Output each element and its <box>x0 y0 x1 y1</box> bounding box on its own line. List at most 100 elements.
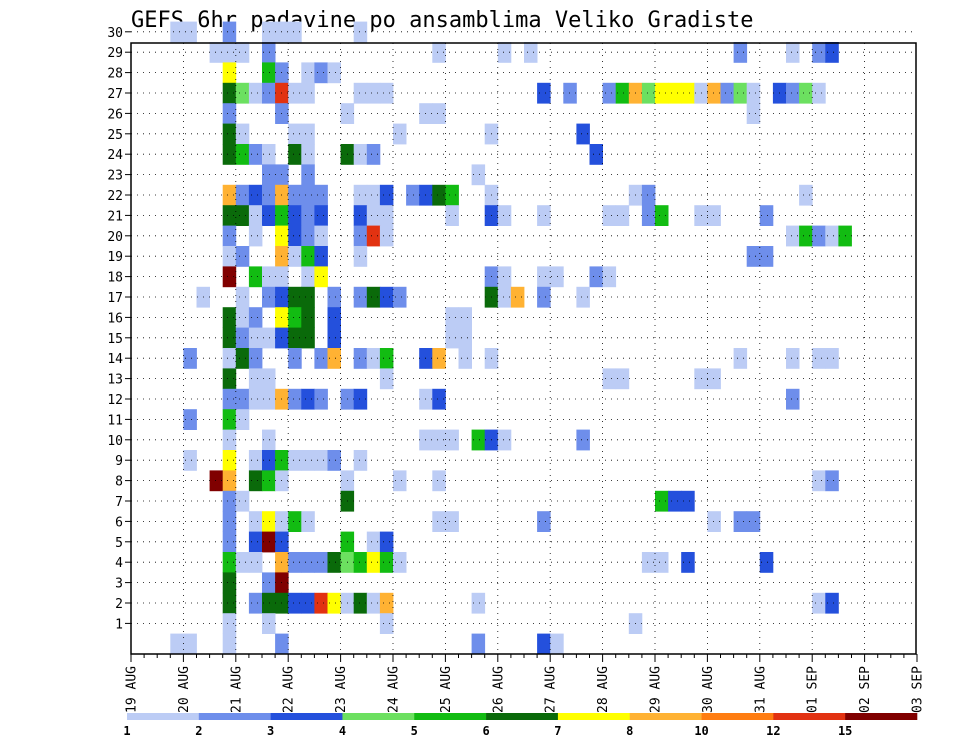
heatmap-cell <box>248 82 263 104</box>
y-tick-label: 24 <box>107 148 123 163</box>
heatmap-cell <box>262 286 276 308</box>
colorbar-segment <box>127 713 200 720</box>
heatmap-cell <box>222 144 237 165</box>
heatmap-cell <box>707 205 721 226</box>
colorbar-segment <box>629 713 702 720</box>
heatmap-cell <box>812 225 826 247</box>
y-tick-label: 29 <box>107 46 123 61</box>
heatmap-cell <box>248 307 263 328</box>
colorbar-segment <box>270 713 343 720</box>
heatmap-cell <box>301 164 315 186</box>
heatmap-cell <box>170 21 184 43</box>
heatmap-cell <box>379 286 394 308</box>
heatmap-cell <box>222 552 237 573</box>
heatmap-cell <box>537 511 551 532</box>
heatmap-cell <box>222 633 237 655</box>
heatmap-cell <box>799 184 813 206</box>
x-tick-label: 20 AUG <box>177 666 192 713</box>
heatmap-cell <box>327 348 341 369</box>
heatmap-cell <box>353 348 368 369</box>
y-tick-label: 30 <box>107 26 123 41</box>
heatmap-cell <box>222 572 237 594</box>
heatmap-cell <box>248 144 263 165</box>
heatmap-cell <box>393 123 407 145</box>
heatmap-cell <box>327 327 341 349</box>
heatmap-cell <box>445 327 459 349</box>
heatmap-cell <box>786 42 800 63</box>
heatmap-cell <box>537 82 551 104</box>
heatmap-cell <box>262 184 276 206</box>
colorbar-tick-label: 1 <box>123 724 130 738</box>
heatmap-cell <box>301 62 315 84</box>
heatmap-cell <box>222 266 237 288</box>
heatmap-cell <box>288 225 302 247</box>
heatmap-cell <box>183 633 197 655</box>
y-tick-label: 16 <box>107 311 123 326</box>
heatmap-cell <box>222 348 237 369</box>
heatmap-cell <box>222 205 237 226</box>
heatmap-cell <box>707 368 721 390</box>
heatmap-cell <box>707 82 721 104</box>
heatmap-cell <box>222 490 237 512</box>
heatmap-cell <box>786 82 800 104</box>
heatmap-cell <box>812 348 826 369</box>
heatmap-cell <box>812 42 826 63</box>
heatmap-cell <box>655 490 669 512</box>
heatmap-cell <box>301 144 315 165</box>
heatmap-cell <box>353 246 368 267</box>
heatmap-cell <box>458 348 472 369</box>
heatmap-cell <box>262 592 276 614</box>
heatmap-cell <box>262 205 276 226</box>
heatmap-cell <box>432 184 446 206</box>
heatmap-cell <box>497 205 512 226</box>
heatmap-cell <box>602 266 617 288</box>
heatmap-cell <box>262 388 276 410</box>
heatmap-cell <box>799 225 813 247</box>
heatmap-cell <box>222 450 237 471</box>
heatmap-cell <box>366 552 381 573</box>
heatmap-cell <box>379 592 394 614</box>
heatmap-cell <box>812 470 826 492</box>
heatmap-cell <box>222 613 237 634</box>
heatmap-cell <box>733 511 748 532</box>
heatmap-cell <box>248 348 263 369</box>
x-tick-label: 25 AUG <box>439 666 454 713</box>
heatmap-cell <box>248 450 263 471</box>
heatmap-cell <box>733 42 748 63</box>
heatmap-cell <box>248 205 263 226</box>
heatmap-cell <box>262 429 276 451</box>
heatmap-cell <box>353 286 368 308</box>
x-tick-label: 19 AUG <box>125 666 140 713</box>
heatmap-cell <box>288 21 302 43</box>
heatmap-cell <box>314 184 328 206</box>
heatmap-cell <box>589 266 603 288</box>
heatmap-cell <box>641 552 656 573</box>
y-tick-label: 15 <box>107 332 123 347</box>
heatmap-cell <box>563 82 577 104</box>
heatmap-cell <box>262 450 276 471</box>
heatmap-cell <box>262 368 276 390</box>
heatmap-cell <box>222 470 237 492</box>
heatmap-cell <box>209 470 224 492</box>
heatmap-cell <box>314 450 328 471</box>
heatmap-cell <box>301 266 315 288</box>
heatmap-cell <box>602 368 617 390</box>
y-tick-label: 1 <box>115 617 123 632</box>
heatmap-cell <box>301 225 315 247</box>
heatmap-cell <box>615 82 630 104</box>
heatmap-cell <box>759 246 774 267</box>
heatmap-cell <box>786 348 800 369</box>
heatmap-cell <box>262 82 276 104</box>
heatmap-cell <box>301 552 315 573</box>
heatmap-cell <box>799 82 813 104</box>
heatmap-cell <box>458 327 472 349</box>
heatmap-cell <box>432 348 446 369</box>
heatmap-cell <box>497 266 512 288</box>
heatmap-cell <box>288 123 302 145</box>
heatmap-cell <box>222 327 237 349</box>
heatmap-cell <box>825 592 839 614</box>
colorbar-segment <box>557 713 631 720</box>
heatmap-cell <box>288 82 302 104</box>
heatmap-cell <box>366 531 381 553</box>
heatmap-cell <box>222 21 237 43</box>
